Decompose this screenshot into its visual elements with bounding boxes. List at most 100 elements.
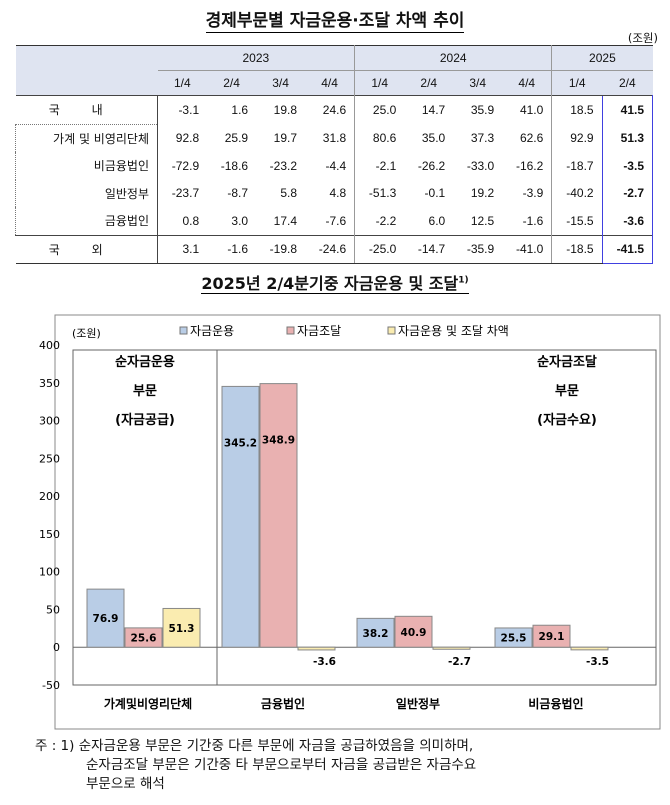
value-cell: 1.6 bbox=[207, 95, 257, 124]
value-cell: -3.5 bbox=[601, 152, 654, 180]
table-title: 경제부문별 자금운용·조달 차액 추이 bbox=[0, 6, 670, 33]
value-cell: 37.3 bbox=[470, 131, 495, 145]
data-label: -3.5 bbox=[586, 656, 609, 668]
sector-annotation: (자금공급) bbox=[115, 413, 175, 428]
bar-0 bbox=[86, 588, 125, 648]
value-cell: -0.1 bbox=[424, 186, 446, 201]
data-label: 348.9 bbox=[262, 435, 295, 447]
data-label: 25.6 bbox=[131, 633, 157, 645]
table-row: 비금융법인 -72.9 -18.6 -23.2 -4.4 -2.1 -26.2 -33.0 -1… bbox=[15, 152, 654, 180]
value-cell: 5.8 bbox=[280, 186, 298, 201]
footnote-line: 부문으로 해석 bbox=[86, 776, 165, 792]
value-cell: 35.0 bbox=[421, 131, 446, 145]
value-cell: -18.7 bbox=[551, 152, 603, 180]
year-header: 2024 bbox=[354, 45, 552, 71]
quarter-row: 1/4 2/4 3/4 4/4 1/4 2/4 3/4 4/4 1/4 2/4 bbox=[16, 70, 653, 96]
value-cell: 24.6 bbox=[305, 95, 355, 124]
quarter-header: 3/4 bbox=[453, 70, 503, 96]
data-label: 76.9 bbox=[93, 613, 119, 625]
y-tick-label: 50 bbox=[46, 603, 60, 616]
quarter-header: 2/4 bbox=[404, 70, 454, 96]
quarter-header: 3/4 bbox=[256, 70, 306, 96]
bar-1 bbox=[394, 615, 433, 648]
legend-swatch bbox=[179, 326, 188, 335]
bar-1 bbox=[259, 383, 298, 648]
x-category-label: 금융법인 bbox=[261, 696, 305, 711]
value-cell: -2.1 bbox=[354, 152, 405, 180]
bar-0 bbox=[221, 385, 260, 648]
x-category-label: 비금융법인 bbox=[528, 696, 583, 711]
sector-annotation: 부문 bbox=[133, 384, 157, 399]
value-cell: 3.1 bbox=[157, 234, 208, 264]
quarter-header: 1/4 bbox=[551, 70, 603, 96]
balance-table: 2023 2024 2025 1/4 2/4 3/4 4/4 1/4 2/4 3/4 4/4 1… bbox=[15, 45, 654, 264]
value-cell: -2.2 bbox=[354, 207, 405, 235]
value-cell: 31.8 bbox=[322, 131, 347, 145]
sector-annotation: 순자금조달 bbox=[537, 355, 597, 370]
footnote-line: 주 : 1) 순자금운용 부문은 기간중 다른 부문에 자금을 공급하였음을 의… bbox=[35, 738, 474, 754]
quarter-header: 4/4 bbox=[305, 70, 355, 96]
value-cell: 41.5 bbox=[601, 95, 654, 124]
value-cell: -19.8 bbox=[256, 234, 306, 264]
row-label: 일반정부 bbox=[15, 179, 158, 207]
value-cell: -7.6 bbox=[325, 213, 347, 228]
x-category-label: 일반정부 bbox=[396, 696, 440, 711]
footnote-marker: 1) bbox=[458, 275, 469, 286]
value-cell: 92.9 bbox=[551, 124, 603, 152]
value-cell: -41.0 bbox=[502, 234, 552, 264]
sector-annotation: (자금수요) bbox=[537, 413, 597, 428]
value-cell: -8.7 bbox=[227, 186, 249, 201]
y-tick-label: 250 bbox=[39, 452, 60, 465]
quarter-header: 4/4 bbox=[502, 70, 552, 96]
y-tick-label: 100 bbox=[39, 566, 60, 579]
value-cell: 14.7 bbox=[404, 95, 454, 124]
value-cell: -15.5 bbox=[551, 207, 603, 235]
x-category-label: 가계및비영리단체 bbox=[104, 696, 192, 711]
row-label: 국 외 bbox=[15, 234, 158, 264]
value-cell: -33.0 bbox=[466, 158, 495, 173]
value-cell: 19.7 bbox=[273, 131, 298, 145]
y-tick-label: 350 bbox=[39, 377, 60, 390]
value-cell: -41.5 bbox=[601, 234, 654, 264]
row-label: 비금융법인 bbox=[15, 152, 158, 180]
value-cell: -18.6 bbox=[220, 158, 249, 173]
row-label: 국 내 bbox=[15, 95, 158, 124]
value-cell: 0.8 bbox=[157, 207, 208, 235]
value-cell: -3.1 bbox=[157, 95, 208, 124]
value-cell: 19.2 bbox=[470, 186, 495, 201]
value-cell: 35.9 bbox=[453, 95, 503, 124]
value-cell: -2.7 bbox=[601, 179, 654, 207]
y-axis-unit: (조원) bbox=[72, 327, 101, 340]
value-cell: 18.5 bbox=[551, 95, 603, 124]
sector-annotation: 부문 bbox=[555, 384, 579, 399]
value-cell: 41.0 bbox=[502, 95, 552, 124]
bar-0 bbox=[356, 617, 395, 648]
table-row: 국 외 3.1 -1.6 -19.8 -24.6 -25.0 -14.7 -35.9 -41.0… bbox=[15, 234, 654, 264]
y-tick-label: 300 bbox=[39, 415, 60, 428]
value-cell: 25.9 bbox=[224, 131, 249, 145]
bar-2 bbox=[570, 646, 609, 651]
value-cell: -23.7 bbox=[157, 179, 208, 207]
value-cell: -1.6 bbox=[207, 234, 257, 264]
table-row: 가계 및 비영리단체 92.8 25.9 19.7 31.8 80.6 35.0 37.3 62… bbox=[15, 123, 654, 152]
value-cell: -40.2 bbox=[551, 179, 603, 207]
value-cell: -25.0 bbox=[354, 234, 405, 264]
value-cell: -16.2 bbox=[515, 158, 544, 173]
year-header: 2023 bbox=[157, 45, 355, 71]
y-tick-label: 0 bbox=[53, 641, 60, 654]
data-label: 25.5 bbox=[501, 633, 527, 645]
data-label: 38.2 bbox=[363, 628, 389, 640]
bar-1 bbox=[532, 624, 571, 648]
table-row: 금융법인 0.8 3.0 17.4 -7.6 -2.2 6.0 12.5 -1.6 -15.5 -3… bbox=[15, 207, 654, 235]
y-tick-label: 150 bbox=[39, 528, 60, 541]
y-tick-label: 200 bbox=[39, 490, 60, 503]
year-header: 2025 bbox=[551, 45, 653, 71]
legend-label: 자금운용 bbox=[190, 324, 234, 338]
value-cell: 6.0 bbox=[428, 213, 446, 228]
footnote: 주 : 1) 순자금운용 부문은 기간중 다른 부문에 자금을 공급하였음을 의… bbox=[35, 737, 665, 794]
value-cell: -72.9 bbox=[157, 152, 208, 180]
legend-label: 자금운용 및 조달 차액 bbox=[398, 324, 509, 338]
data-label: 40.9 bbox=[401, 627, 427, 639]
value-cell: 12.5 bbox=[470, 213, 495, 228]
value-cell: 17.4 bbox=[273, 213, 298, 228]
